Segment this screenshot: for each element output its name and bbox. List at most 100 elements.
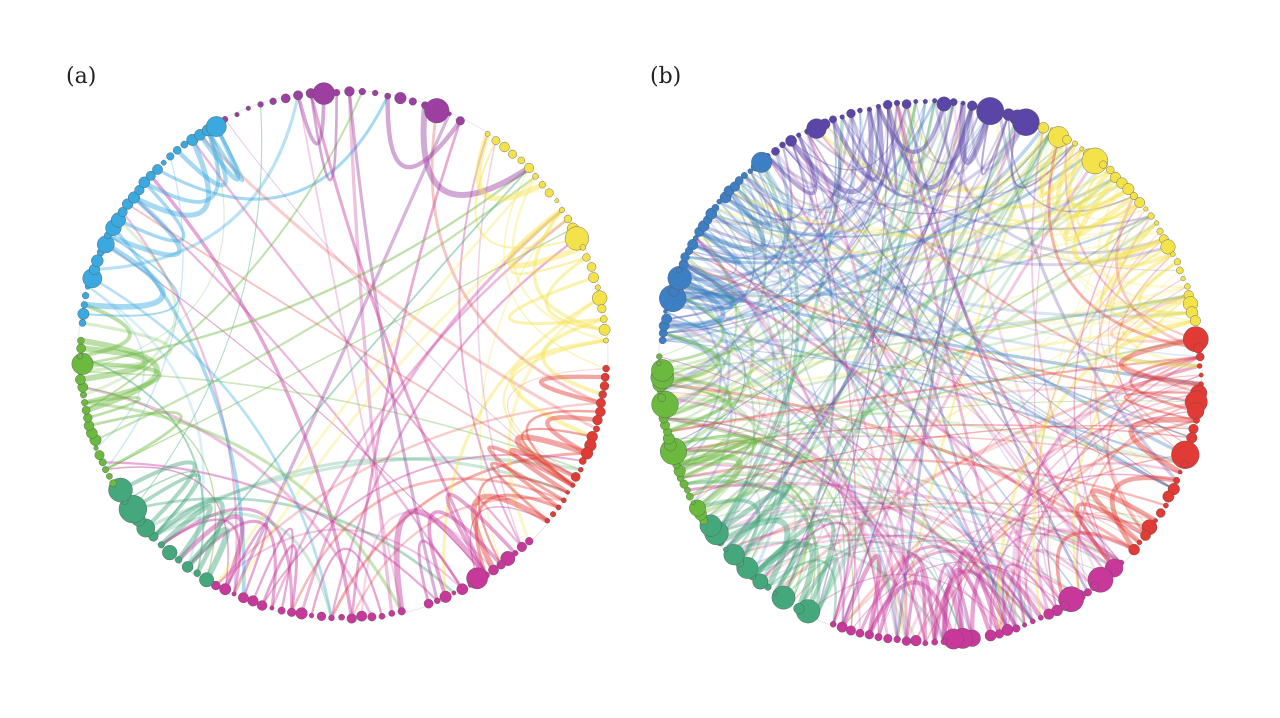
edge — [662, 339, 1197, 403]
node — [570, 472, 581, 482]
edge — [186, 167, 530, 568]
edge — [710, 212, 1193, 318]
node — [1128, 543, 1140, 556]
node — [525, 537, 534, 546]
node — [93, 445, 99, 451]
node — [333, 88, 341, 97]
edge — [876, 103, 946, 165]
edge — [159, 504, 213, 562]
edge — [502, 339, 607, 487]
edge — [924, 454, 1186, 644]
edge — [673, 449, 927, 644]
edge — [151, 497, 225, 575]
edge — [224, 118, 574, 486]
edge — [933, 100, 1165, 255]
edge — [715, 101, 955, 534]
edge-layer — [77, 89, 609, 621]
edge — [1137, 260, 1193, 315]
edge — [458, 133, 523, 548]
edge — [750, 518, 836, 613]
edge — [545, 415, 598, 456]
node — [829, 115, 837, 124]
edge — [94, 94, 300, 271]
edge — [1055, 531, 1135, 607]
edge — [79, 355, 205, 574]
edge — [850, 561, 1066, 631]
edge — [840, 101, 955, 198]
node — [866, 106, 872, 112]
node — [723, 544, 745, 566]
edge — [767, 539, 1109, 588]
edge — [132, 104, 263, 510]
edge — [1123, 391, 1199, 422]
node — [579, 244, 587, 251]
edge — [87, 285, 145, 449]
edge — [1107, 230, 1191, 448]
edge — [487, 445, 574, 509]
edge — [703, 121, 1027, 521]
edge — [87, 285, 205, 568]
node — [603, 337, 609, 344]
node — [785, 135, 797, 147]
edge — [678, 263, 731, 472]
node — [949, 98, 958, 107]
edge — [718, 200, 974, 639]
node — [578, 457, 587, 465]
edge — [659, 180, 757, 358]
edge — [798, 129, 1053, 215]
edge — [760, 550, 1042, 619]
edge — [674, 282, 927, 644]
edge — [1079, 374, 1202, 593]
edge — [710, 213, 1140, 543]
edge — [106, 195, 182, 258]
edge — [696, 219, 775, 509]
node — [771, 585, 796, 610]
node — [91, 254, 104, 267]
node — [94, 450, 105, 460]
edge — [942, 567, 993, 642]
edge — [904, 527, 1135, 642]
edge — [489, 461, 565, 522]
node — [932, 98, 938, 104]
edge — [692, 243, 1200, 368]
edge — [789, 109, 874, 195]
edge — [664, 121, 1028, 406]
edge — [716, 514, 1026, 626]
edge — [260, 544, 298, 613]
edge — [132, 496, 455, 594]
edge — [507, 368, 607, 478]
edge — [995, 111, 1141, 237]
edge — [715, 114, 1010, 534]
edge — [525, 409, 601, 487]
edge — [347, 91, 439, 602]
node — [312, 82, 335, 105]
edge — [442, 296, 601, 597]
edge — [663, 417, 1150, 529]
node — [1176, 266, 1184, 275]
edge — [665, 310, 964, 639]
edge — [715, 166, 794, 534]
edge — [658, 361, 918, 642]
edge — [503, 167, 607, 370]
edge — [1097, 182, 1191, 306]
edge — [676, 338, 1196, 466]
node — [160, 159, 167, 166]
edge — [674, 282, 1196, 325]
edge — [84, 401, 404, 613]
edge — [703, 119, 842, 249]
node — [741, 172, 748, 179]
edge — [663, 119, 837, 334]
edge — [750, 541, 816, 610]
edge — [664, 121, 1027, 426]
node — [752, 573, 769, 590]
edge — [989, 532, 1115, 636]
edge — [675, 436, 763, 481]
edge — [662, 110, 992, 342]
edge — [714, 207, 790, 569]
edge — [876, 103, 947, 154]
edge — [943, 473, 1177, 642]
edge — [198, 133, 598, 431]
edge — [660, 383, 737, 472]
node — [338, 613, 345, 621]
edge — [79, 302, 132, 359]
